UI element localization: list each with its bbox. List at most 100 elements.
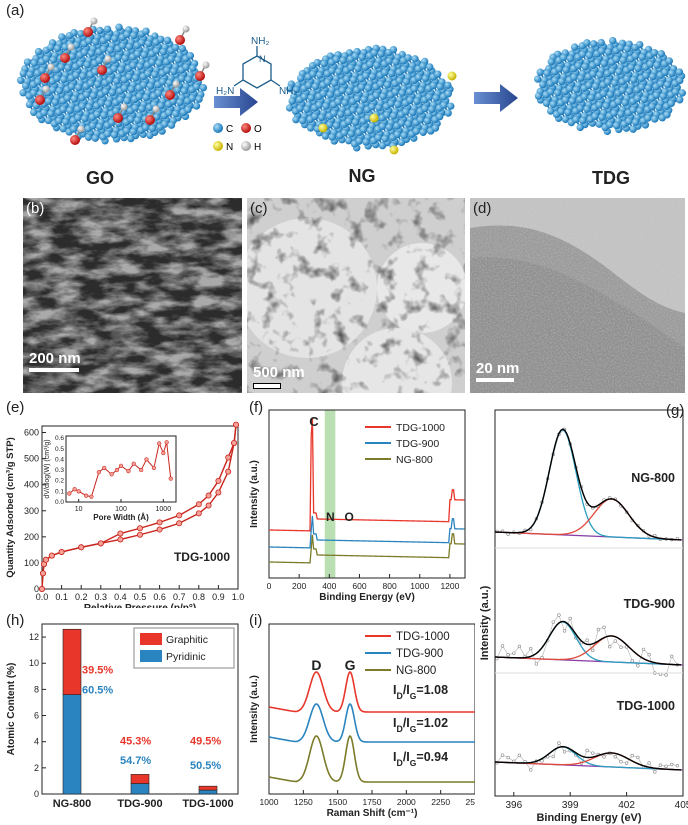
tdg-sheet-carbon-atom bbox=[599, 89, 608, 98]
go-sheet-carbon-atom bbox=[66, 106, 74, 115]
ng-sheet-carbon-atom bbox=[349, 106, 357, 114]
go-sheet-carbon-atom bbox=[119, 42, 127, 50]
go-sheet-carbon-atom bbox=[199, 83, 208, 92]
go-sheet-carbon-atom bbox=[192, 102, 201, 110]
tdg-sheet-carbon-atom bbox=[574, 62, 583, 70]
go-sheet-carbon-atom bbox=[178, 44, 187, 53]
tdg-sheet-carbon-atom bbox=[638, 83, 646, 91]
ng-sheet-carbon-atom bbox=[366, 126, 375, 135]
go-oxygen-atom bbox=[145, 115, 155, 125]
ng-sheet-carbon-atom bbox=[419, 62, 427, 70]
tdg-sheet-carbon-atom bbox=[547, 58, 556, 66]
ng-sheet-carbon-atom bbox=[296, 104, 304, 112]
go-sheet-carbon-atom bbox=[47, 109, 55, 118]
go-sheet-carbon-atom bbox=[70, 125, 78, 133]
ng-sheet-carbon-atom bbox=[364, 114, 372, 122]
ng-sheet-carbon-atom bbox=[362, 138, 370, 146]
ng-sheet-carbon-atom bbox=[318, 113, 326, 122]
go-sheet-carbon-atom bbox=[159, 78, 167, 86]
go-sheet-carbon-atom bbox=[188, 94, 197, 102]
go-sheet-carbon-atom bbox=[159, 48, 167, 56]
go-sheet-carbon-atom bbox=[34, 47, 43, 56]
go-sheet-carbon-atom bbox=[83, 61, 91, 69]
tdg-sheet-carbon-atom bbox=[633, 94, 642, 103]
go-oxygen-atom bbox=[165, 90, 175, 100]
ng-sheet-carbon-atom bbox=[411, 55, 419, 63]
tdg-sheet-carbon-atom bbox=[549, 100, 557, 108]
ng-sheet-carbon-atom bbox=[366, 60, 374, 68]
tdg-sheet-carbon-atom bbox=[597, 38, 605, 47]
tdg-sheet-carbon-atom bbox=[659, 92, 667, 100]
tdg-sheet-carbon-atom bbox=[657, 80, 665, 88]
tdg-sheet-carbon-atom bbox=[650, 49, 659, 57]
go-oxygen-atom bbox=[97, 65, 107, 75]
tdg-sheet-carbon-atom bbox=[555, 65, 564, 73]
ng-sheet-carbon-atom bbox=[370, 49, 379, 57]
ng-sheet-carbon-atom bbox=[408, 108, 417, 117]
go-sheet-carbon-atom bbox=[81, 114, 89, 123]
ng-nitrogen-atom bbox=[389, 145, 399, 155]
ng-sheet-carbon-atom bbox=[389, 112, 398, 120]
go-sheet-carbon-atom bbox=[157, 35, 165, 44]
ng-nitrogen-atom bbox=[369, 113, 379, 123]
tdg-sheet-carbon-atom bbox=[585, 81, 593, 90]
tdg-sheet-carbon-atom bbox=[583, 105, 591, 113]
ng-sheet-carbon-atom bbox=[419, 128, 427, 136]
ng-sheet-carbon-atom bbox=[339, 56, 347, 65]
ng-sheet-carbon-atom bbox=[373, 61, 381, 69]
go-sheet-carbon-atom bbox=[182, 63, 190, 71]
go-sheet-carbon-atom bbox=[85, 103, 93, 111]
tdg-sheet-carbon-atom bbox=[597, 47, 606, 55]
go-sheet-carbon-atom bbox=[19, 69, 27, 78]
tdg-sheet-carbon-atom bbox=[570, 43, 579, 51]
tdg-sheet-carbon-atom bbox=[596, 71, 604, 79]
go-sheet-carbon-atom bbox=[110, 64, 118, 73]
ng-sheet-carbon-atom bbox=[341, 99, 349, 107]
go-sheet-carbon-atom bbox=[138, 38, 146, 47]
go-sheet-carbon-atom bbox=[180, 87, 188, 95]
tdg-sheet-carbon-atom bbox=[561, 96, 570, 104]
tdg-sheet-carbon-atom bbox=[657, 50, 665, 58]
tdg-sheet-carbon-atom bbox=[589, 40, 598, 48]
go-sheet-carbon-atom bbox=[70, 29, 78, 37]
go-sheet-carbon-atom bbox=[140, 51, 148, 59]
ng-sheet-carbon-atom bbox=[444, 90, 452, 98]
tdg-sheet-carbon-atom bbox=[568, 97, 577, 105]
ng-sheet-carbon-atom bbox=[307, 94, 315, 102]
go-sheet-carbon-atom bbox=[146, 82, 155, 90]
tdg-sheet-carbon-atom bbox=[534, 75, 542, 83]
ng-sheet-carbon-atom bbox=[356, 107, 364, 115]
go-sheet-carbon-atom bbox=[178, 74, 186, 83]
go-sheet-carbon-atom bbox=[121, 54, 129, 62]
go-sheet-carbon-atom bbox=[87, 49, 96, 57]
tdg-sheet-carbon-atom bbox=[536, 68, 544, 76]
ng-sheet-carbon-atom bbox=[345, 117, 353, 126]
go-sheet-carbon-atom bbox=[89, 122, 97, 130]
go-sheet-carbon-atom bbox=[97, 99, 106, 107]
ng-sheet-carbon-atom bbox=[400, 65, 408, 73]
go-sheet-carbon-atom bbox=[161, 120, 169, 128]
ng-sheet-carbon-atom bbox=[344, 136, 353, 145]
go-sheet-carbon-atom bbox=[133, 116, 142, 124]
ng-sheet-carbon-atom bbox=[377, 50, 385, 58]
tdg-sheet-carbon-atom bbox=[652, 91, 661, 99]
go-sheet-carbon-atom bbox=[123, 96, 131, 105]
ng-sheet-carbon-atom bbox=[332, 55, 341, 64]
tdg-sheet-carbon-atom bbox=[559, 53, 568, 62]
go-sheet-carbon-atom bbox=[125, 73, 133, 81]
go-sheet-carbon-atom bbox=[165, 79, 174, 87]
ng-sheet-carbon-atom bbox=[379, 92, 387, 101]
go-sheet-carbon-atom bbox=[155, 59, 163, 67]
tdg-sheet-carbon-atom bbox=[668, 69, 676, 78]
go-sheet-carbon-atom bbox=[64, 64, 72, 72]
tdg-sheet-carbon-atom bbox=[627, 63, 635, 72]
ng-sheet-carbon-atom bbox=[406, 96, 414, 104]
ng-sheet-carbon-atom bbox=[429, 81, 438, 90]
ng-sheet-carbon-atom bbox=[313, 58, 321, 67]
go-sheet-carbon-atom bbox=[99, 45, 108, 53]
tdg-sheet-carbon-atom bbox=[625, 87, 634, 95]
ng-nitrogen-atom bbox=[318, 123, 328, 133]
go-sheet-carbon-atom bbox=[114, 53, 123, 61]
go-sheet-carbon-atom bbox=[59, 124, 67, 133]
go-sheet-carbon-atom bbox=[100, 111, 108, 120]
